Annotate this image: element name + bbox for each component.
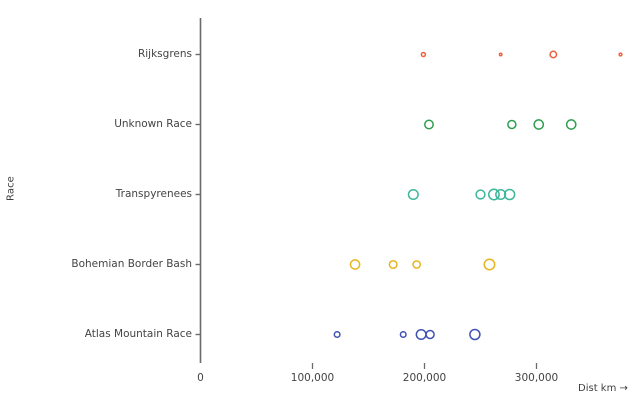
x-tick-label: 300,000 [514, 372, 559, 384]
data-point[interactable] [469, 328, 481, 341]
data-point[interactable] [533, 119, 545, 130]
data-point[interactable] [333, 330, 341, 339]
data-point[interactable] [475, 189, 486, 200]
data-point[interactable] [503, 188, 516, 201]
data-markers [333, 50, 623, 341]
data-point[interactable] [415, 328, 427, 341]
y-tick-label: Bohemian Border Bash [71, 258, 192, 270]
data-point[interactable] [425, 329, 435, 340]
series-atlas-mountain-race [333, 328, 481, 341]
y-tick-label: Transpyrenees [115, 188, 192, 200]
data-point[interactable] [349, 259, 361, 270]
data-point[interactable] [388, 259, 398, 270]
y-tick-label: Atlas Mountain Race [84, 328, 192, 340]
data-point[interactable] [495, 188, 507, 201]
y-tick-label: Rijksgrens [137, 48, 192, 60]
data-point[interactable] [424, 119, 434, 130]
x-axis-title: Dist km → [578, 383, 628, 394]
y-axis-ticks [195, 53, 201, 336]
data-point[interactable] [420, 51, 427, 58]
x-tick-label: 0 [197, 372, 204, 384]
y-tick-rijksgrens: Rijksgrens [0, 49, 192, 60]
data-point[interactable] [507, 119, 517, 130]
data-point[interactable] [487, 188, 500, 201]
data-point[interactable] [618, 52, 623, 57]
y-tick-label: Unknown Race [114, 118, 192, 130]
data-point[interactable] [483, 258, 496, 271]
data-point[interactable] [565, 119, 577, 130]
data-point[interactable] [498, 52, 503, 57]
series-transpyrenees [407, 188, 516, 201]
y-tick-unknown-race: Unknown Race [0, 119, 192, 130]
x-tick-label: 100,000 [290, 372, 335, 384]
y-tick-atlas-mountain-race: Atlas Mountain Race [0, 329, 192, 340]
y-tick-bohemian-border-bash: Bohemian Border Bash [0, 259, 192, 270]
series-rijksgrens [420, 50, 623, 59]
series-bohemian-border-bash [349, 258, 496, 271]
y-tick-transpyrenees: Transpyrenees [0, 189, 192, 200]
data-point[interactable] [549, 50, 558, 59]
x-tick-label: 200,000 [402, 372, 447, 384]
x-axis-ticks [311, 363, 538, 369]
series-unknown-race [424, 119, 577, 130]
data-point[interactable] [399, 330, 407, 339]
data-point[interactable] [412, 260, 422, 269]
data-point[interactable] [407, 188, 419, 201]
